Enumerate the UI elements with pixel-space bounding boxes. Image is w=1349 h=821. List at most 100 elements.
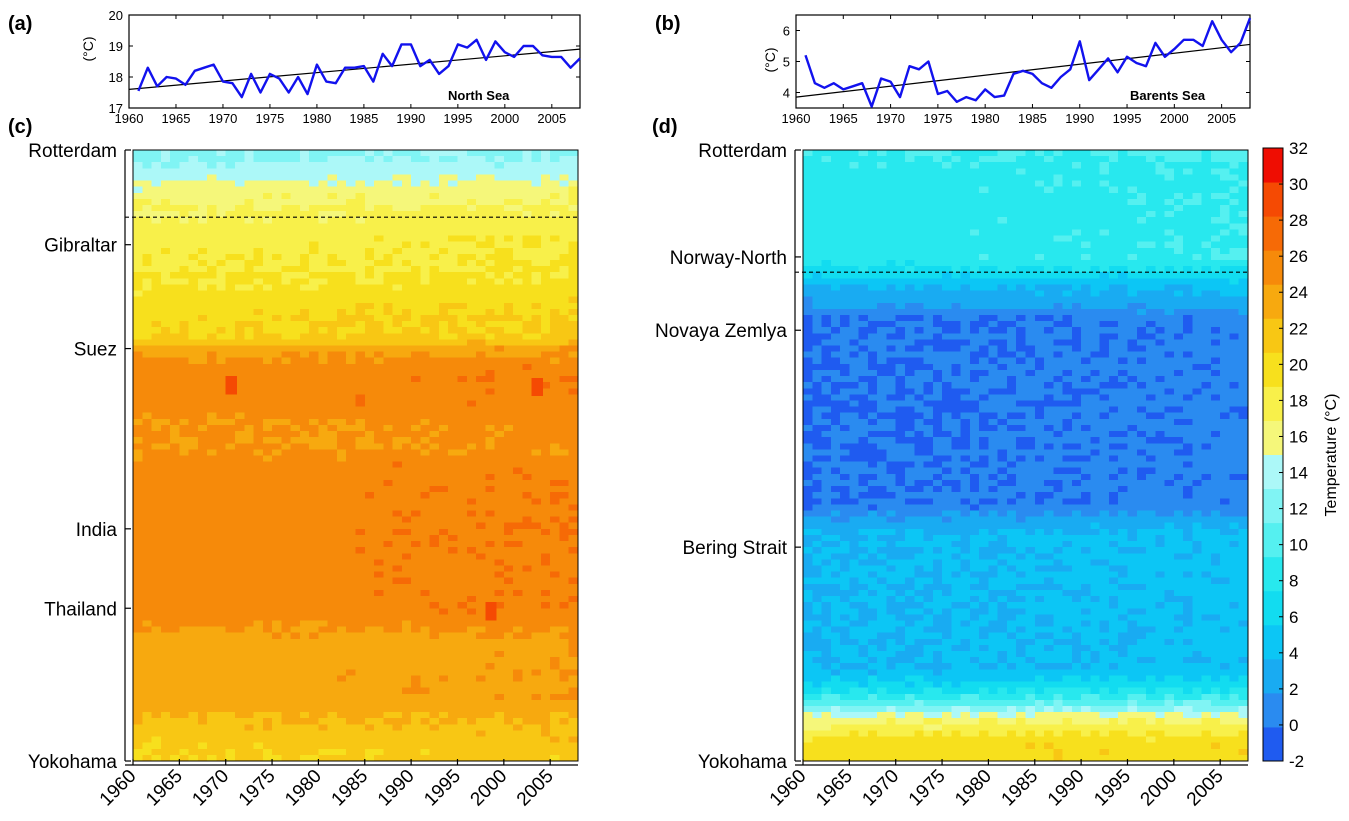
heatmap-cell (207, 211, 218, 218)
heatmap-cell (299, 235, 310, 243)
heatmap-cell (262, 736, 273, 744)
heatmap-cell (540, 681, 551, 689)
heatmap-cell (494, 718, 505, 725)
heatmap-cell (160, 748, 171, 756)
heatmap-cell (476, 400, 486, 408)
heatmap-cell (540, 290, 551, 298)
heatmap-cell (272, 675, 282, 683)
heatmap-cell (309, 388, 320, 395)
heatmap-cell (281, 681, 292, 689)
heatmap-cell (151, 528, 162, 536)
heatmap-cell (234, 376, 245, 383)
heatmap-cell (170, 620, 180, 628)
heatmap-cell (244, 559, 255, 567)
heatmap-cell (374, 369, 384, 377)
heatmap-cell (216, 589, 227, 597)
heatmap-cell (133, 345, 143, 353)
heatmap-cell (179, 742, 190, 750)
heatmap-cell (290, 223, 301, 231)
heatmap-cell (559, 736, 570, 744)
heatmap-cell (476, 406, 486, 414)
heatmap-cell (568, 553, 579, 560)
heatmap-cell (133, 296, 143, 304)
heatmap-cell (234, 363, 245, 371)
heatmap-cell (466, 443, 477, 450)
heatmap-cell (448, 247, 459, 255)
heatmap-cell (503, 473, 514, 481)
heatmap-cell (188, 204, 199, 212)
heatmap-cell (522, 754, 533, 762)
heatmap-cell (272, 467, 282, 475)
heatmap-cell (207, 565, 218, 573)
heatmap-cell (392, 437, 403, 444)
heatmap-cell (309, 259, 320, 267)
heatmap-cell (448, 699, 459, 707)
heatmap-cell (392, 547, 403, 554)
heatmap-cell (327, 479, 338, 487)
heatmap-cell (550, 528, 561, 536)
heatmap-cell (244, 669, 255, 677)
heatmap-cell (262, 394, 273, 402)
heatmap-cell (411, 553, 421, 560)
heatmap-cell (513, 308, 523, 316)
heatmap-cell (179, 748, 190, 756)
heatmap-cell (457, 369, 468, 377)
heatmap-cell (429, 602, 440, 609)
heatmap-cells (803, 150, 1249, 762)
heatmap-cell (476, 394, 486, 402)
heatmap-cell (420, 651, 431, 658)
heatmap-cell (355, 516, 366, 524)
heatmap-cell (466, 651, 477, 658)
heatmap-cell (494, 724, 505, 732)
heatmap-cell (540, 168, 551, 176)
heatmap-cell (550, 675, 561, 683)
heatmap-cell (272, 693, 282, 701)
heatmap-cell (272, 687, 282, 695)
heatmap-cell (429, 388, 440, 395)
heatmap-cell (401, 510, 412, 518)
heatmap-cell (448, 712, 459, 719)
heatmap-cell (364, 431, 375, 438)
heatmap-cell (374, 259, 384, 267)
heatmap-cell (170, 296, 180, 304)
heatmap-cell (346, 681, 357, 689)
heatmap-cell (207, 541, 218, 548)
heatmap-cell (262, 730, 273, 738)
heatmap-cell (207, 339, 218, 347)
heatmap-cell (216, 247, 227, 255)
heatmap-cell (225, 712, 236, 719)
heatmap-cell (234, 284, 245, 292)
heatmap-cell (151, 663, 162, 670)
heatmap-cell (281, 553, 292, 560)
heatmap-cell (1118, 150, 1129, 157)
heatmap-cell (392, 235, 403, 243)
heatmap-cell (364, 602, 375, 609)
heatmap-cell (503, 400, 514, 408)
heatmap-cell (457, 192, 468, 200)
heatmap-cell (503, 394, 514, 402)
heatmap-cell (392, 669, 403, 677)
heatmap-cell (225, 547, 236, 554)
heatmap-cell (133, 706, 143, 713)
heatmap-cell (383, 272, 394, 279)
heatmap-cell (550, 162, 561, 169)
heatmap-cell (327, 638, 338, 646)
heatmap-cell (494, 632, 505, 640)
heatmap-cell (225, 602, 236, 609)
heatmap-cell (411, 748, 421, 756)
heatmap-cell (281, 687, 292, 695)
heatmap-cell (355, 424, 366, 432)
heatmap-cell (531, 736, 542, 744)
heatmap-cell (411, 284, 421, 292)
heatmap-cell (522, 724, 533, 732)
heatmap-cell (327, 473, 338, 481)
heatmap-cell (392, 156, 403, 163)
heatmap-cell (374, 467, 384, 475)
heatmap-cell (559, 424, 570, 432)
heatmap-cell (262, 229, 273, 237)
heatmap-cell (476, 559, 486, 567)
heatmap-cell (290, 266, 301, 273)
heatmap-cell (197, 424, 208, 432)
heatmap-cell (179, 644, 190, 652)
heatmap-cell (476, 608, 486, 615)
